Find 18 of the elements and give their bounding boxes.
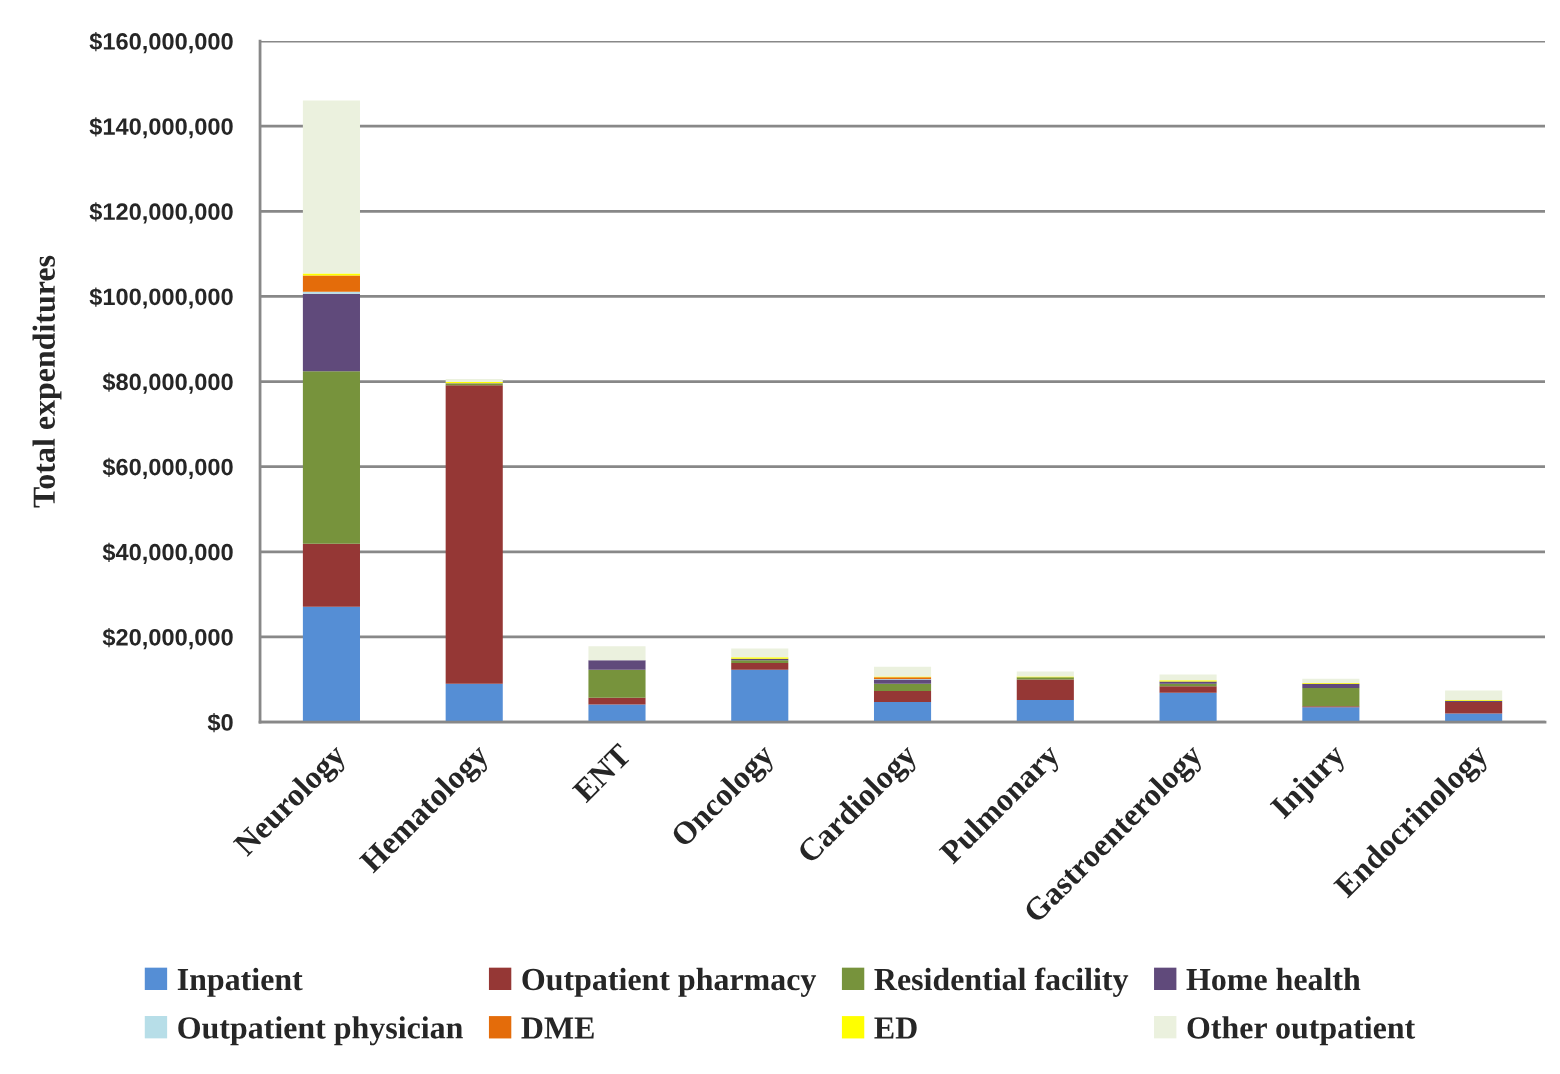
y-tick-label: $20,000,000	[102, 627, 233, 650]
y-tick-label: $100,000,000	[89, 287, 233, 309]
y-tick-label: $160,000,000	[89, 32, 233, 54]
legend-label: Outpatient physician	[178, 1016, 463, 1046]
legend-label: Inpatient	[177, 967, 303, 997]
legend-label: Outpatient pharmacy	[522, 967, 817, 997]
legend-label: ED	[874, 1017, 917, 1039]
y-tick-label: $40,000,000	[102, 542, 233, 565]
y-axis-title: Total expenditures	[32, 255, 62, 508]
legend-label: DME	[521, 1017, 594, 1039]
legend-label: Residential facility	[874, 967, 1129, 997]
legend-label: Home health	[1186, 967, 1361, 991]
y-tick-label: $140,000,000	[89, 117, 233, 139]
y-tick-label: $80,000,000	[102, 372, 233, 394]
y-tick-label: $60,000,000	[102, 457, 233, 479]
legend-label: Other outpatient	[1187, 1016, 1416, 1046]
y-tick-label: $120,000,000	[89, 202, 233, 224]
y-tick-label: $0	[207, 713, 233, 733]
